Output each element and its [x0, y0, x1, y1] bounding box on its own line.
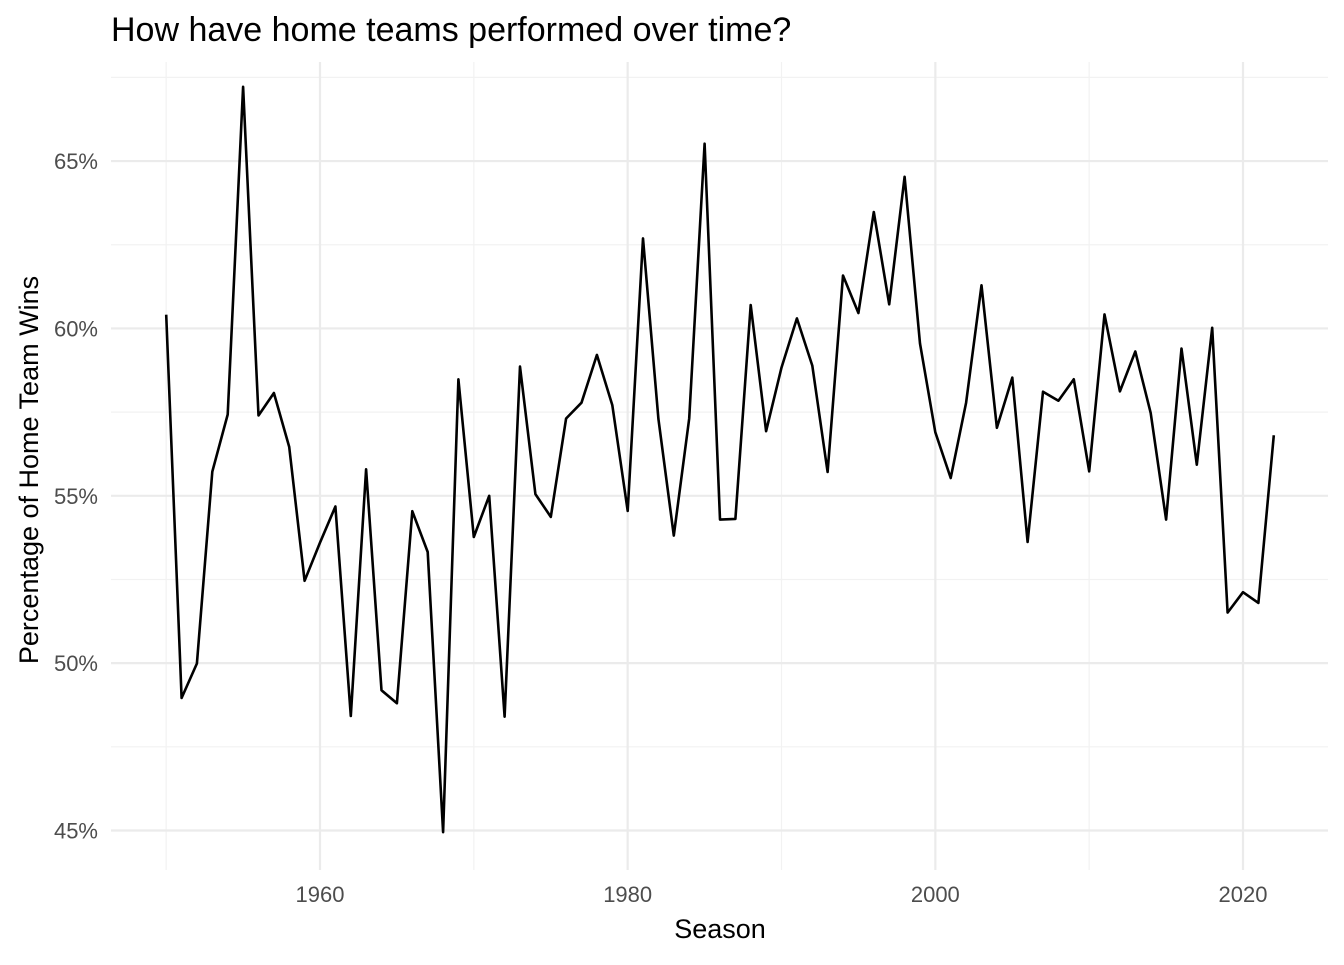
grid	[111, 62, 1328, 870]
y-tick-label: 55%	[54, 484, 98, 509]
x-tick-label: 1980	[603, 882, 652, 907]
y-tick-label: 50%	[54, 651, 98, 676]
x-axis-title: Season	[674, 914, 766, 944]
y-axis-title: Percentage of Home Team Wins	[14, 276, 44, 664]
chart-title: How have home teams performed over time?	[111, 11, 791, 49]
series-layer	[164, 85, 1276, 834]
x-tick-labels: 1960 1980 2000 2020	[296, 882, 1268, 907]
y-tick-label: 45%	[54, 819, 98, 844]
y-tick-labels: 45% 50% 55% 60% 65%	[54, 149, 98, 843]
x-tick-label: 1960	[296, 882, 345, 907]
x-tick-label: 2020	[1219, 882, 1268, 907]
y-tick-label: 60%	[54, 316, 98, 341]
x-tick-label: 2000	[911, 882, 960, 907]
y-tick-label: 65%	[54, 149, 98, 174]
series-line	[164, 85, 1276, 834]
